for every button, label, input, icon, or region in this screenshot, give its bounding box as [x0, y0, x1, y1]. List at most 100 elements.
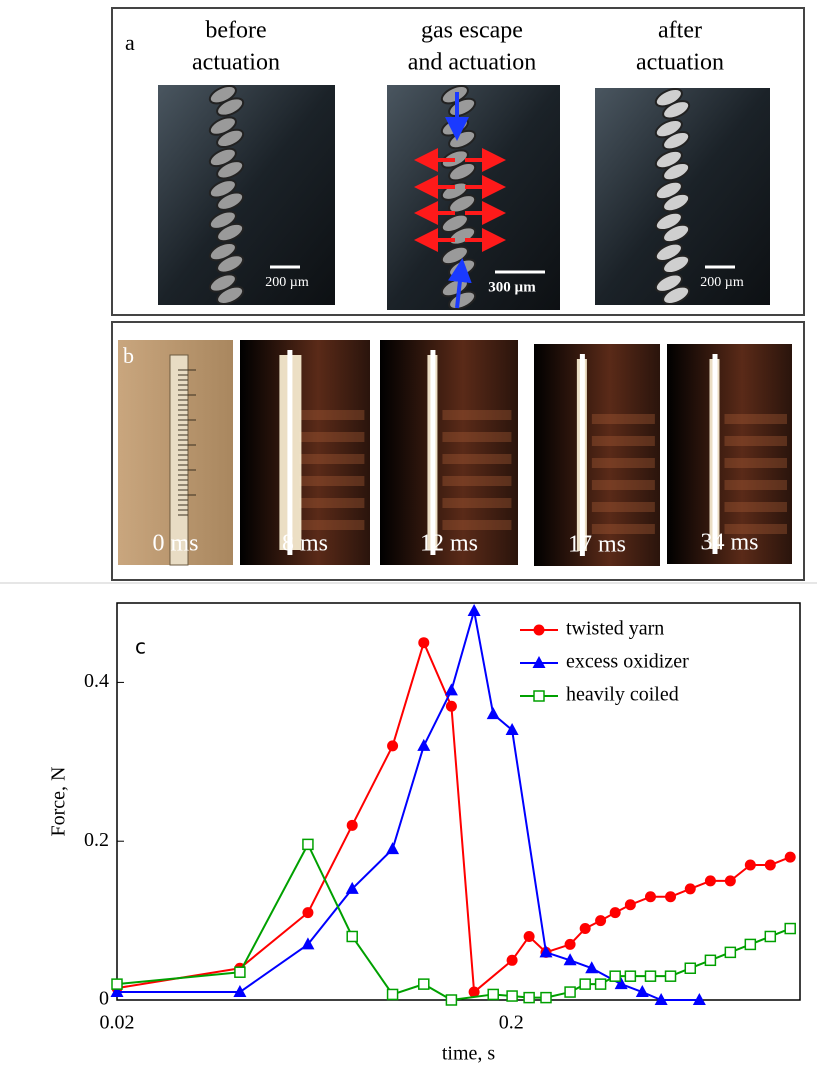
- point: [725, 875, 736, 886]
- frame-time: 12 ms: [420, 531, 478, 557]
- point: [468, 604, 481, 616]
- flame-core: [287, 350, 292, 555]
- point: [524, 931, 535, 942]
- point: [705, 875, 716, 886]
- point: [488, 989, 498, 999]
- point: [303, 839, 313, 849]
- scale-label: 200 µm: [265, 275, 309, 290]
- glow-band: [442, 520, 511, 530]
- glow-band: [299, 520, 364, 530]
- point: [745, 860, 756, 871]
- glow-band: [592, 436, 655, 446]
- point: [785, 924, 795, 934]
- figure: a beforeactuation200 µmgas escapeand act…: [0, 0, 817, 1071]
- point: [625, 899, 636, 910]
- glow-band: [299, 410, 364, 420]
- chart: 00.20.40.020.2time, sForce, Nctwisted ya…: [48, 603, 800, 1065]
- point: [765, 860, 776, 871]
- glow-band: [299, 454, 364, 464]
- glow-band: [725, 502, 788, 512]
- point: [386, 842, 399, 854]
- legend-label: heavily coiled: [566, 684, 679, 706]
- legend-label: twisted yarn: [566, 618, 664, 640]
- point: [417, 739, 430, 751]
- point: [419, 979, 429, 989]
- point: [685, 883, 696, 894]
- x-tick-label: 0.02: [100, 1012, 135, 1034]
- frame-time: 8 ms: [282, 531, 328, 557]
- glow-band: [725, 414, 788, 424]
- glow-band: [442, 454, 511, 464]
- glow-band: [442, 410, 511, 420]
- image-caption: actuation: [192, 50, 280, 76]
- point: [387, 740, 398, 751]
- series-line: [117, 844, 790, 1000]
- flame-core: [430, 350, 435, 555]
- point: [235, 967, 245, 977]
- scale-label: 300 µm: [488, 279, 536, 295]
- legend-marker: [534, 691, 544, 701]
- glow-band: [592, 502, 655, 512]
- point: [446, 995, 456, 1005]
- point: [302, 907, 313, 918]
- panel-a-images: before actuation 200 µm gas escape and actua…: [158, 18, 770, 313]
- point: [507, 991, 517, 1001]
- point: [347, 931, 357, 941]
- glow-band: [592, 414, 655, 424]
- point: [418, 637, 429, 648]
- point: [595, 915, 606, 926]
- point: [487, 707, 500, 719]
- x-tick-label: 0.2: [499, 1012, 524, 1034]
- point: [112, 979, 122, 989]
- flame-core: [713, 354, 718, 554]
- glow-band: [592, 458, 655, 468]
- point: [765, 931, 775, 941]
- point: [580, 979, 590, 989]
- panel-b-images: 0 ms 8 ms 12 ms 17 ms 34 ms b: [118, 340, 792, 566]
- point: [580, 923, 591, 934]
- point: [524, 993, 534, 1003]
- frame-time: 17 ms: [568, 532, 626, 558]
- point: [388, 989, 398, 999]
- point: [610, 907, 621, 918]
- panel-label: b: [123, 343, 134, 368]
- point: [785, 852, 796, 863]
- image-caption: after: [658, 18, 702, 44]
- y-tick-label: 0.2: [84, 829, 109, 851]
- frame-time: 0 ms: [152, 531, 198, 557]
- y-tick-label: 0.4: [84, 670, 109, 692]
- photo: [158, 85, 335, 305]
- glow-band: [592, 480, 655, 490]
- point: [506, 723, 519, 735]
- point: [541, 993, 551, 1003]
- point: [347, 820, 358, 831]
- image-caption: and actuation: [408, 50, 537, 76]
- frame-time: 34 ms: [700, 530, 758, 556]
- point: [565, 987, 575, 997]
- scale-label: 200 µm: [700, 275, 744, 290]
- point: [645, 971, 655, 981]
- y-tick-label: 0: [99, 988, 109, 1010]
- y-axis-label: Force, N: [48, 767, 70, 837]
- panel-label: c: [135, 635, 146, 659]
- legend-label: excess oxidizer: [566, 651, 689, 673]
- point: [645, 891, 656, 902]
- legend-marker: [534, 625, 545, 636]
- glow-band: [442, 476, 511, 486]
- glow-band: [299, 432, 364, 442]
- glow-band: [725, 458, 788, 468]
- glow-band: [442, 432, 511, 442]
- point: [685, 963, 695, 973]
- point: [596, 979, 606, 989]
- point: [745, 939, 755, 949]
- point: [665, 891, 676, 902]
- image-caption: before: [205, 18, 266, 44]
- image-caption: actuation: [636, 50, 724, 76]
- point: [446, 701, 457, 712]
- glow-band: [725, 436, 788, 446]
- point: [725, 947, 735, 957]
- point: [507, 955, 518, 966]
- x-axis-label: time, s: [442, 1043, 496, 1065]
- glow-band: [442, 498, 511, 508]
- image-caption: gas escape: [421, 18, 523, 44]
